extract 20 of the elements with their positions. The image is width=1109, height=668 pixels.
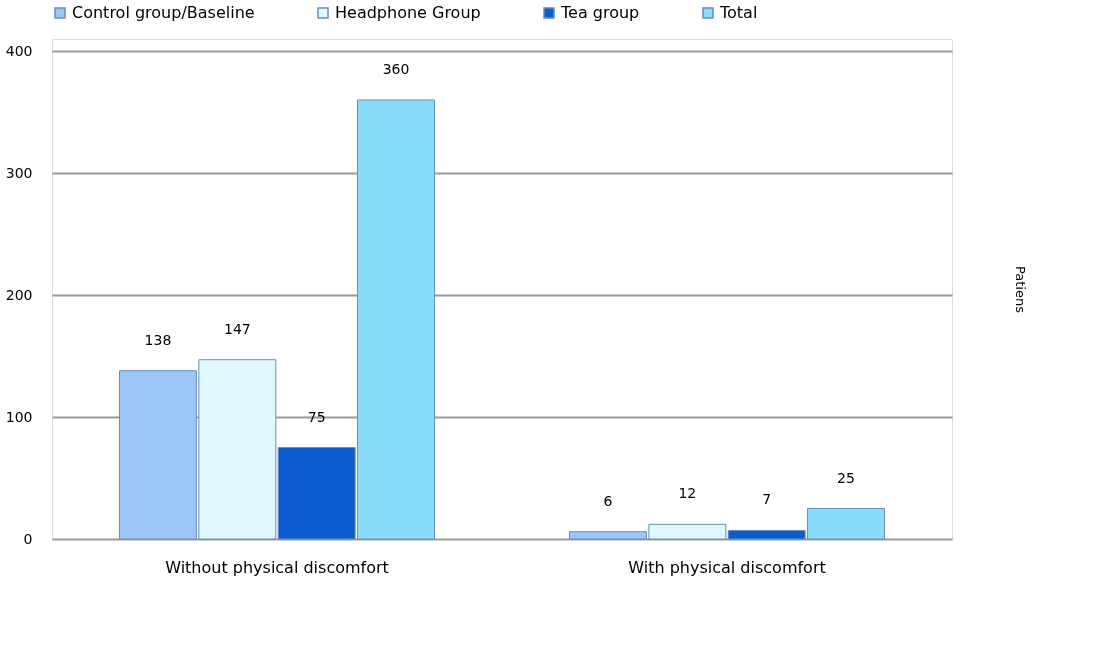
y-tick-label: 200 bbox=[5, 286, 33, 303]
y-tick-label: 100 bbox=[5, 408, 33, 425]
legend-label: Headphone Group bbox=[335, 3, 481, 22]
data-label: 138 bbox=[144, 331, 172, 348]
data-label: 25 bbox=[837, 469, 855, 486]
data-label: 147 bbox=[223, 320, 251, 337]
data-label: 7 bbox=[762, 491, 772, 508]
y-axis-title: Patiens bbox=[1012, 266, 1028, 314]
data-label: 12 bbox=[678, 485, 697, 502]
data-label: 6 bbox=[603, 492, 613, 509]
x-tick-label: With physical discomfort bbox=[628, 557, 826, 577]
legend-label: Control group/Baseline bbox=[72, 3, 255, 22]
legend-label: Tea group bbox=[560, 3, 640, 22]
legend-label: Total bbox=[719, 3, 758, 22]
y-tick-label: 300 bbox=[5, 164, 33, 181]
data-label: 75 bbox=[307, 408, 326, 425]
data-label: 360 bbox=[382, 60, 410, 77]
y-tick-label: 0 bbox=[23, 530, 33, 547]
x-tick-label: Without physical discomfort bbox=[165, 557, 389, 577]
y-tick-label: 400 bbox=[5, 42, 33, 59]
